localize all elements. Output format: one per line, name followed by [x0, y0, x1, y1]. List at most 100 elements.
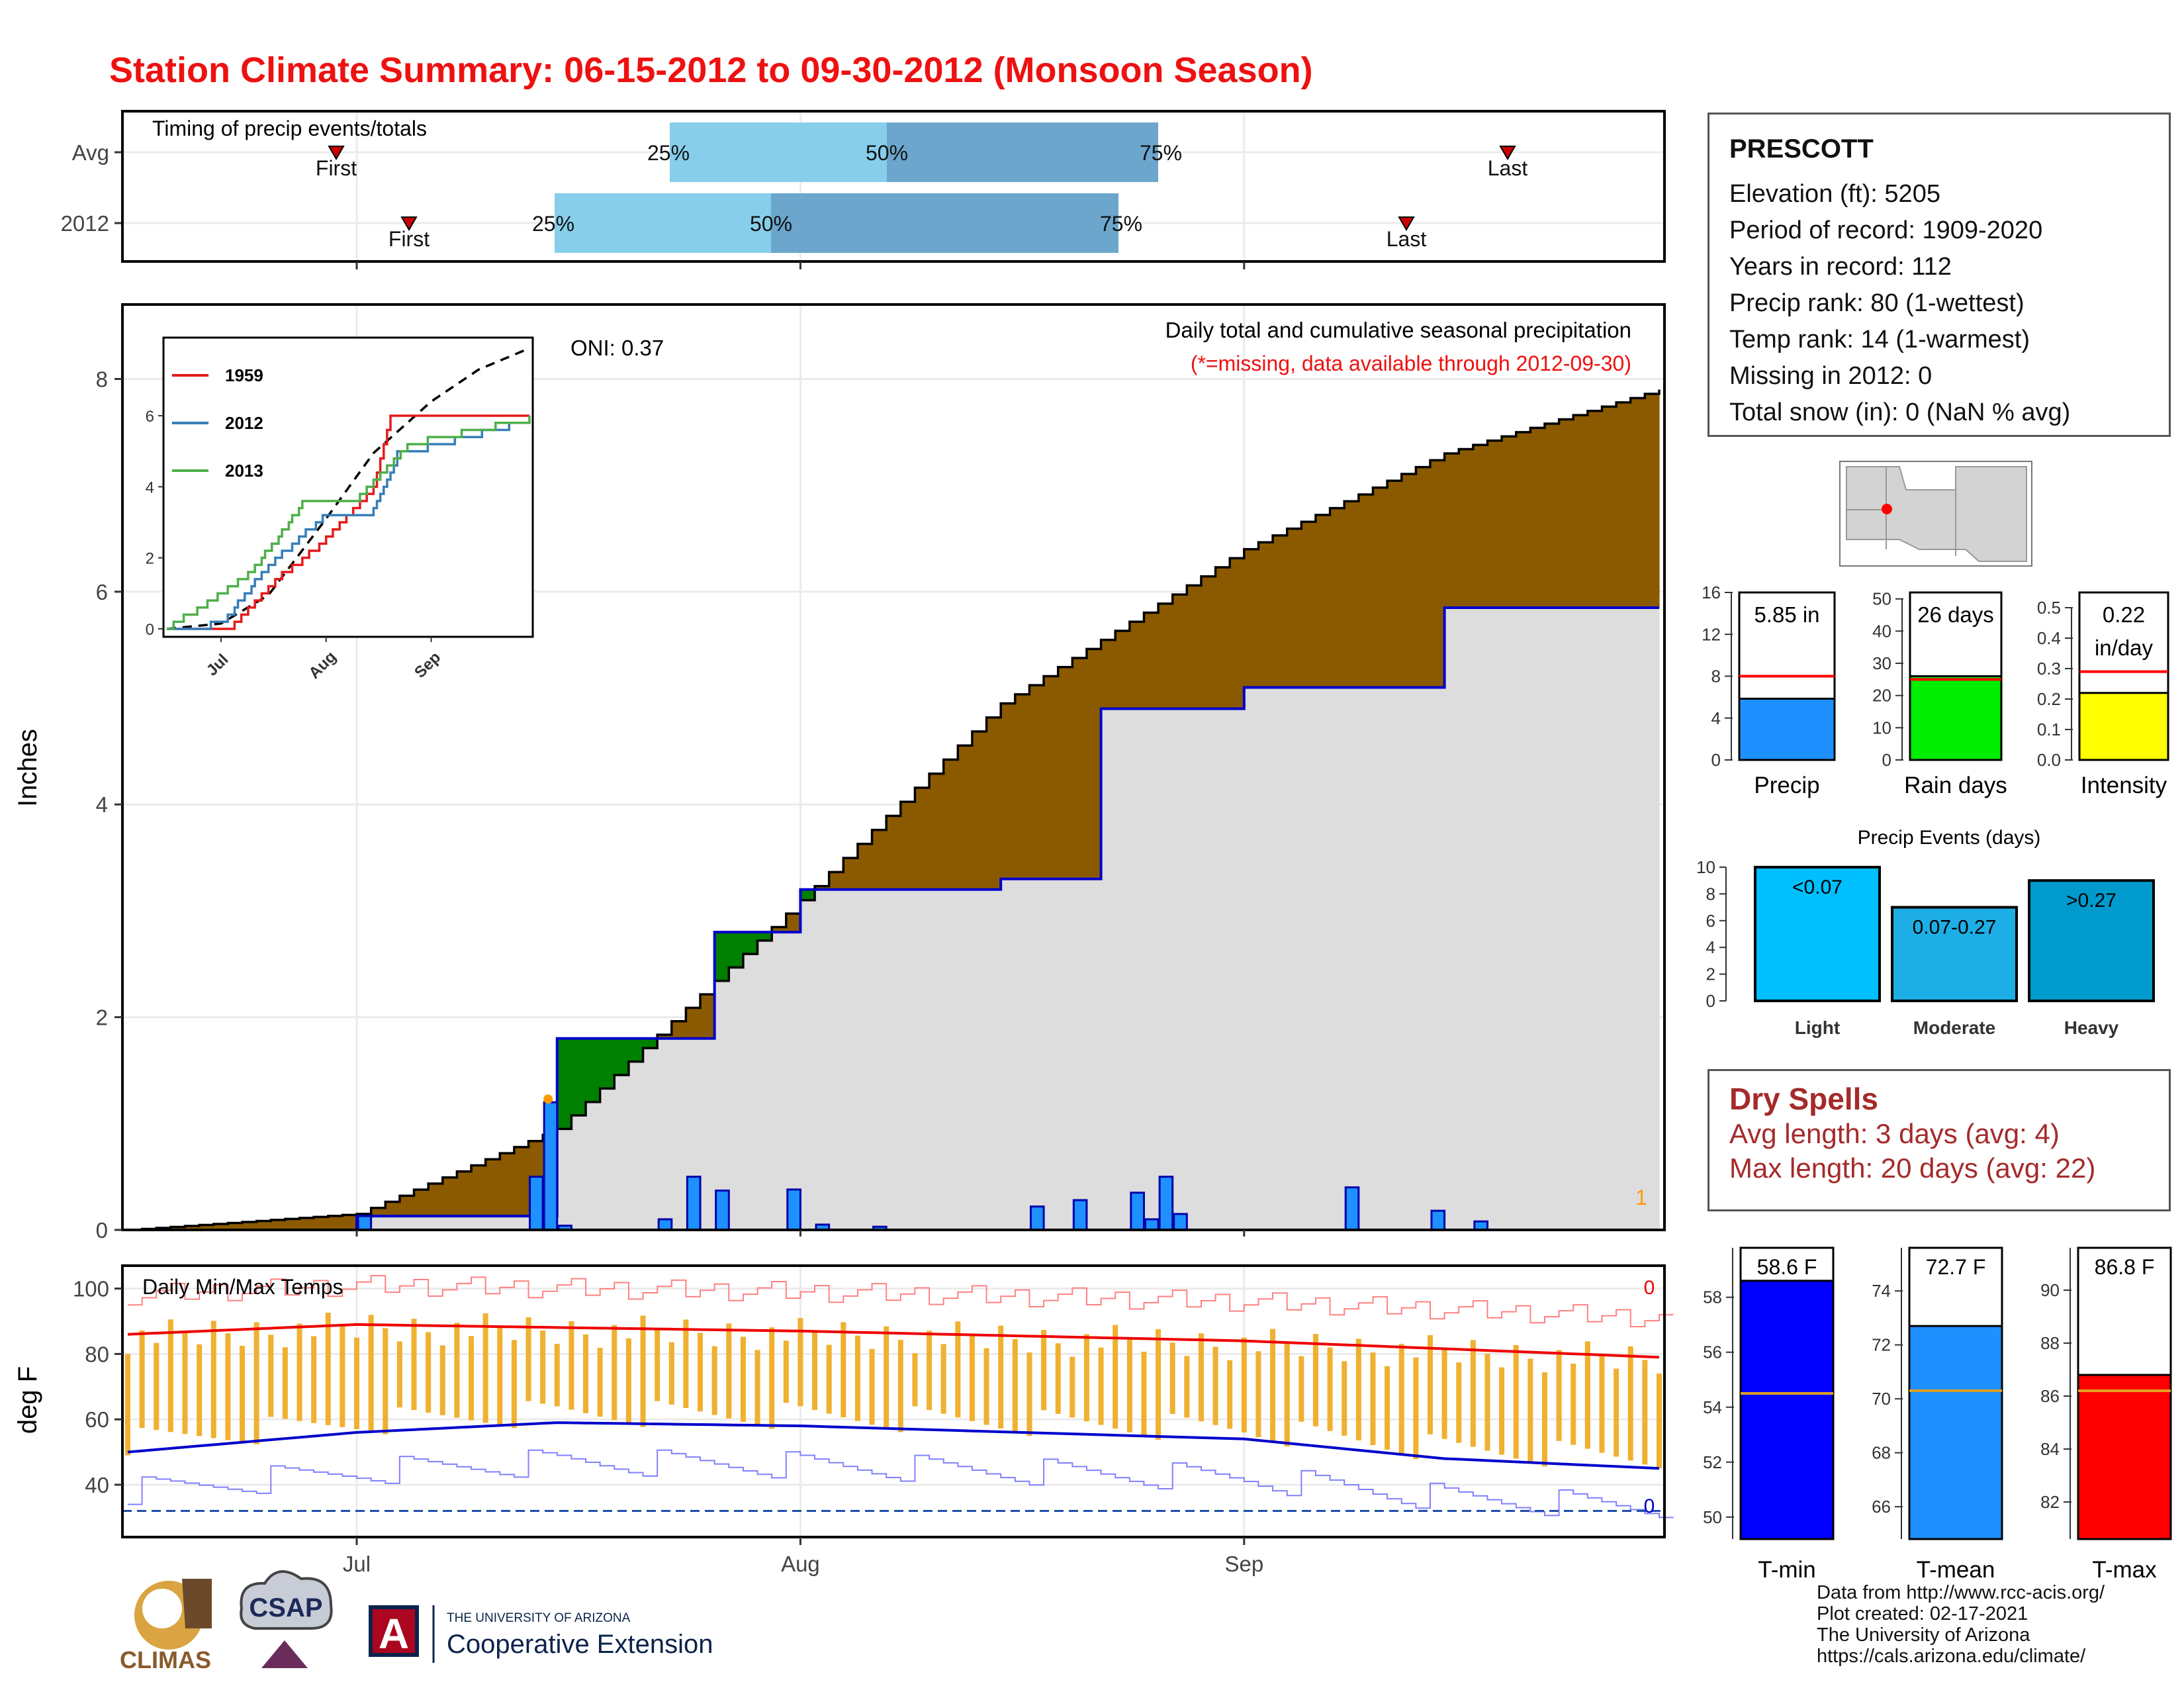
cumulative-fill: [557, 1129, 572, 1230]
departure-fill: [1029, 685, 1044, 879]
cumulative-fill: [1401, 687, 1416, 1230]
departure-fill: [686, 1008, 701, 1039]
page-title: Station Climate Summary: 06-15-2012 to 0…: [109, 50, 1313, 90]
timing-row-label: 2012: [61, 211, 109, 236]
daily-precip-bar: [1344, 1186, 1360, 1231]
timing-bar-q1: [555, 193, 771, 253]
cumulative-fill: [471, 1216, 486, 1230]
temp-panel-frame: [121, 1264, 1666, 1538]
legend-label: 2012: [225, 413, 263, 433]
temp-x-tick: Sep: [1224, 1552, 1263, 1576]
departure-fill: [843, 858, 858, 890]
stat-y-tick: 0.4: [2037, 628, 2061, 648]
stat-name: Rain days: [1904, 773, 2007, 798]
daily-temp-bar: [1141, 1352, 1147, 1436]
daily-precip-bar: [529, 1176, 544, 1231]
cumulative-fill: [371, 1216, 386, 1230]
daily-temp-bar: [998, 1325, 1004, 1429]
daily-precip-bar: [1072, 1199, 1088, 1231]
daily-temp-bar: [1198, 1333, 1204, 1422]
y-tick-label: 8: [96, 367, 108, 391]
temp-stat-value-label: 72.7 F: [1926, 1255, 1986, 1279]
daily-temp-bar: [182, 1332, 188, 1434]
cumulative-fill: [1502, 607, 1517, 1230]
departure-fill: [600, 1038, 615, 1089]
departure-fill: [442, 1177, 458, 1217]
climas-logo-text: CLIMAS: [120, 1646, 211, 1673]
cumulative-fill: [1459, 607, 1474, 1230]
ua-logo-block: [369, 1605, 419, 1657]
event-category: Moderate: [1913, 1017, 1995, 1038]
daily-temp-bar: [854, 1335, 860, 1421]
departure-fill: [1115, 630, 1130, 709]
event-bar: [1891, 906, 2018, 1002]
cumulative-fill: [1602, 607, 1617, 1230]
daily-precip-bar: [1173, 1213, 1188, 1231]
daily-temp-bar: [1599, 1354, 1605, 1453]
legend-label: 2013: [225, 461, 263, 481]
daily-temp-bar: [1398, 1344, 1404, 1455]
daily-temp-bar: [1556, 1350, 1562, 1441]
inset-avg-line: [166, 347, 530, 630]
station-snow: Total snow (in): 0 (NaN % avg): [1729, 399, 2071, 426]
last-marker: [1499, 146, 1516, 160]
events-y-tick: 4: [1706, 937, 1715, 957]
departure-fill: [271, 1219, 286, 1230]
departure-fill: [471, 1165, 486, 1217]
departure-fill: [1530, 428, 1545, 608]
daily-temp-bar: [1327, 1347, 1333, 1431]
daily-temp-bar: [554, 1344, 560, 1407]
departure-fill: [1015, 694, 1030, 879]
departure-fill: [342, 1215, 357, 1230]
cumulative-fill: [1144, 708, 1159, 1230]
first-label: First: [388, 227, 430, 251]
cumulative-fill: [757, 940, 772, 1230]
daily-temp-bar: [1113, 1325, 1118, 1429]
departure-fill: [1401, 473, 1416, 688]
credit-line: The University of Arizona: [1817, 1624, 2030, 1646]
cumulative-fill: [428, 1216, 443, 1230]
departure-fill: [815, 886, 830, 890]
cumulative-fill: [1258, 687, 1273, 1230]
departure-fill: [1230, 558, 1245, 709]
cumulative-fill: [414, 1216, 429, 1230]
departure-fill: [857, 843, 873, 890]
events-y-tick: 8: [1706, 884, 1715, 904]
daily-temp-bar: [540, 1330, 546, 1404]
cumulative-fill: [1215, 708, 1230, 1230]
daily-temp-bar: [1499, 1367, 1505, 1455]
event-category: Light: [1795, 1017, 1840, 1038]
daily-temp-bar: [698, 1333, 704, 1412]
cumulative-fill: [857, 889, 873, 1230]
cumulative-fill: [843, 889, 858, 1230]
temp-stat-y-tick: 74: [1872, 1281, 1891, 1301]
cumulative-fill: [1387, 687, 1402, 1230]
departure-fill: [1330, 508, 1345, 688]
cumulative-fill: [571, 1115, 586, 1230]
departure-fill: [1502, 436, 1517, 608]
daily-temp-bar: [897, 1340, 903, 1432]
daily-temp-bar: [469, 1336, 475, 1421]
stat-y-tick: 0.0: [2037, 750, 2061, 770]
departure-fill: [557, 1038, 572, 1129]
daily-temp-bar: [912, 1353, 918, 1407]
temp-stat-y-tick: 50: [1703, 1507, 1722, 1527]
daily-temp-bar: [583, 1334, 589, 1413]
departure-fill: [786, 914, 801, 933]
departure-fill: [228, 1223, 243, 1230]
cumulative-fill: [743, 954, 758, 1230]
cumulative-fill: [1044, 878, 1059, 1230]
cumulative-fill: [399, 1216, 415, 1230]
daily-temp-bar: [1184, 1356, 1190, 1418]
daily-temp-bar: [969, 1335, 975, 1421]
cumulative-fill: [442, 1216, 458, 1230]
temp-y-tick: 100: [73, 1277, 109, 1301]
departure-fill: [872, 829, 887, 890]
stat-y-tick: 8: [1711, 667, 1721, 686]
daily-temp-bar: [1470, 1340, 1476, 1447]
daily-precip-bar: [1130, 1192, 1145, 1231]
daily-precip-bar: [686, 1176, 702, 1231]
cumulative-fill: [1430, 687, 1445, 1230]
daily-temp-bar: [869, 1348, 875, 1425]
2012-cumulative-line: [128, 606, 1659, 1231]
